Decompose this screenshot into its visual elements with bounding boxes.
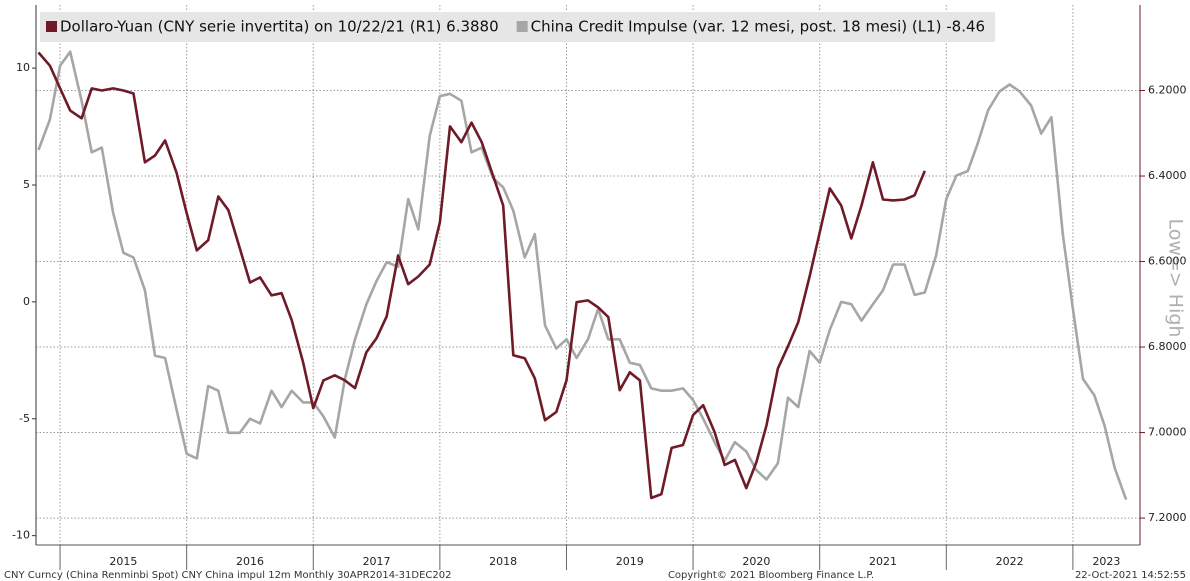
- legend: Dollaro-Yuan (CNY serie invertita) on 10…: [40, 12, 996, 42]
- x-tick-label: 2023: [1092, 555, 1120, 568]
- legend-swatch: [46, 21, 57, 32]
- legend-swatch: [516, 21, 528, 32]
- y2-axis-label: Low=> High: [1165, 219, 1187, 338]
- x-tick-label: 2017: [363, 555, 391, 568]
- legend-label: Dollaro-Yuan (CNY serie invertita) on 10…: [60, 18, 499, 36]
- y-tick-label: -5: [19, 412, 30, 425]
- x-tick-label: 2015: [109, 555, 137, 568]
- x-tick-label: 2021: [869, 555, 897, 568]
- y-tick-label: 10: [16, 61, 30, 74]
- series-line: [37, 51, 926, 500]
- y2-tick-label: 7.2000: [1148, 511, 1187, 524]
- y2-tick-label: 7.0000: [1148, 426, 1187, 439]
- y2-tick-label: 6.2000: [1148, 84, 1187, 97]
- x-tick-label: 2016: [236, 555, 264, 568]
- footer-center: Copyright© 2021 Bloomberg Finance L.P.: [668, 570, 874, 581]
- x-tick-label: 2018: [489, 555, 517, 568]
- x-tick-label: 2022: [996, 555, 1024, 568]
- y2-tick-label: 6.6000: [1148, 255, 1187, 268]
- y2-tick-label: 6.4000: [1148, 169, 1187, 182]
- legend-label: China Credit Impulse (var. 12 mesi, post…: [531, 18, 985, 36]
- plot-area: [36, 5, 1140, 545]
- y-tick-label: 5: [23, 178, 30, 191]
- x-tick-label: 2020: [742, 555, 770, 568]
- series-line: [37, 50, 1128, 501]
- y-tick-label: -10: [12, 529, 30, 542]
- y2-tick-label: 6.8000: [1148, 340, 1187, 353]
- footer-left: CNY Curncy (China Renminbi Spot) CNY Chi…: [4, 570, 451, 581]
- y-tick-label: 0: [23, 295, 30, 308]
- x-tick-label: 2019: [616, 555, 644, 568]
- footer-right: 22-Oct-2021 14:52:55: [1075, 570, 1186, 581]
